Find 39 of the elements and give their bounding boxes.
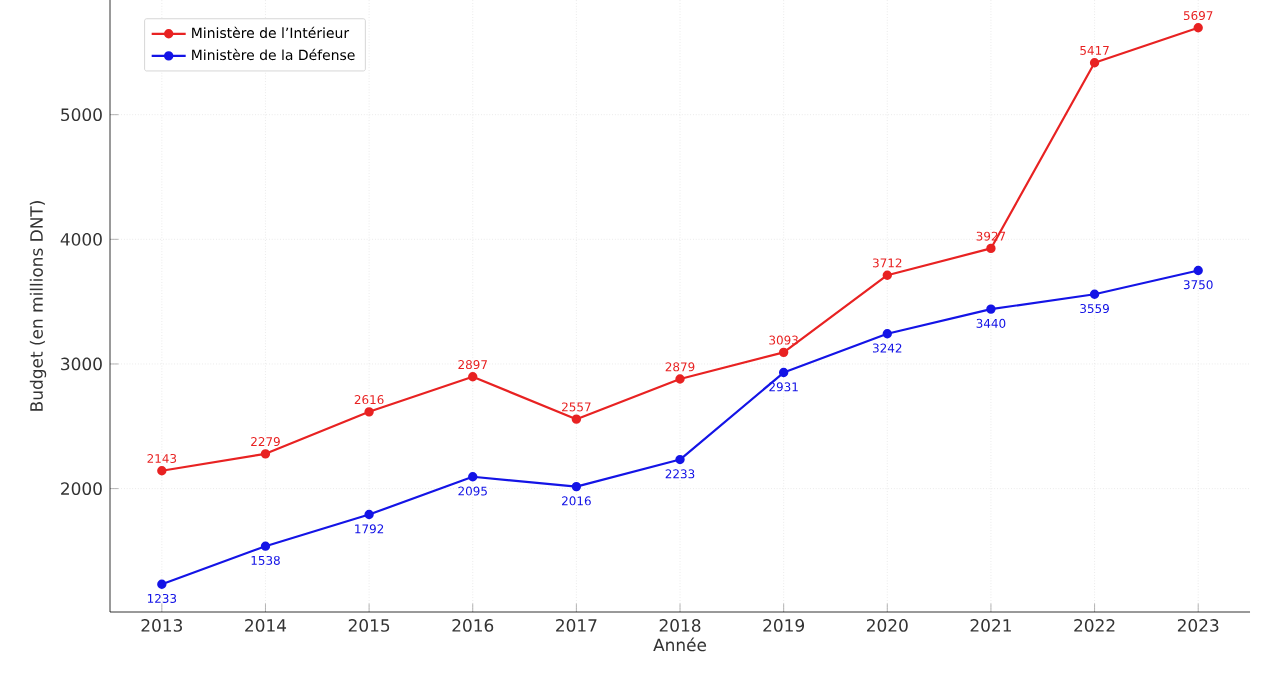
point <box>468 472 478 482</box>
x-tick-label: 2019 <box>763 619 805 632</box>
x-tick-label: 2015 <box>348 619 390 632</box>
point <box>260 541 271 551</box>
point <box>364 509 374 520</box>
point <box>1089 289 1100 299</box>
y-tick-label: 4000 <box>60 232 102 246</box>
x-tick-label: 2014 <box>245 619 287 632</box>
x-tick-label: 2020 <box>866 619 908 632</box>
point <box>1089 58 1100 68</box>
x-tick-label: 2013 <box>141 619 182 632</box>
x-tick-label: 2022 <box>1074 619 1115 632</box>
point <box>364 407 374 417</box>
point <box>1193 265 1203 276</box>
point <box>1193 23 1203 33</box>
x-tick-label: 2017 <box>556 619 597 632</box>
x-axis-title: Année <box>653 637 707 652</box>
y-axis-title: Budget (en millions DNT) <box>29 201 47 411</box>
point <box>778 347 789 358</box>
point <box>882 329 892 339</box>
point <box>157 579 167 589</box>
point <box>778 367 789 378</box>
point <box>675 454 685 465</box>
x-tick-label: 2016 <box>452 619 494 632</box>
y-tick-label: 2000 <box>61 482 102 496</box>
point <box>882 270 892 280</box>
point <box>675 374 685 384</box>
y-tick-label: 3000 <box>61 357 102 371</box>
point <box>986 243 996 254</box>
y-tick-label: 5000 <box>61 108 102 122</box>
point <box>157 466 167 476</box>
x-tick-label: 2023 <box>1177 619 1219 632</box>
x-tick-label: 2021 <box>970 619 1011 632</box>
x-tick-label: 2018 <box>659 619 701 632</box>
point <box>571 414 582 424</box>
point <box>468 372 478 382</box>
point <box>986 304 996 314</box>
point <box>260 449 271 459</box>
point <box>571 481 582 492</box>
